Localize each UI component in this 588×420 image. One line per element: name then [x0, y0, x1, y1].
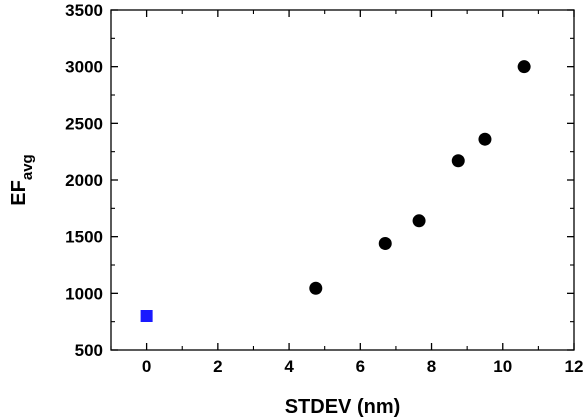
circle-marker [412, 214, 426, 228]
y-tick-label: 3500 [65, 1, 103, 20]
circle-marker [517, 60, 531, 74]
y-tick-label: 1000 [65, 284, 103, 303]
x-tick-label: 8 [427, 357, 436, 376]
square-marker [140, 310, 153, 322]
x-tick-label: 2 [213, 357, 222, 376]
plot-frame [110, 9, 575, 351]
y-tick-label: 2500 [65, 114, 103, 133]
axis-ticks: 0 2 4 6 8 10 12 500 1000 1500 2000 2500 3000 3500 [65, 1, 583, 376]
y-axis-title-subscript: avg [19, 154, 36, 180]
y-tick-label: 2000 [65, 171, 103, 190]
y-axis-title-main: EF [8, 180, 30, 206]
y-tick-label: 1500 [65, 228, 103, 247]
x-axis-title: STDEV (nm) [285, 396, 401, 418]
x-tick-label: 0 [142, 357, 151, 376]
x-tick-label: 4 [284, 357, 294, 376]
data-points [140, 60, 531, 322]
circle-marker [309, 281, 323, 295]
circle-marker [478, 132, 492, 146]
circle-marker [378, 236, 392, 250]
circle-marker [451, 154, 465, 168]
y-axis-title: EFavg [8, 154, 36, 205]
y-tick-label: 500 [75, 341, 103, 360]
x-tick-label: 12 [565, 357, 584, 376]
x-tick-label: 10 [493, 357, 512, 376]
x-tick-label: 6 [356, 357, 365, 376]
y-tick-label: 3000 [65, 58, 103, 77]
